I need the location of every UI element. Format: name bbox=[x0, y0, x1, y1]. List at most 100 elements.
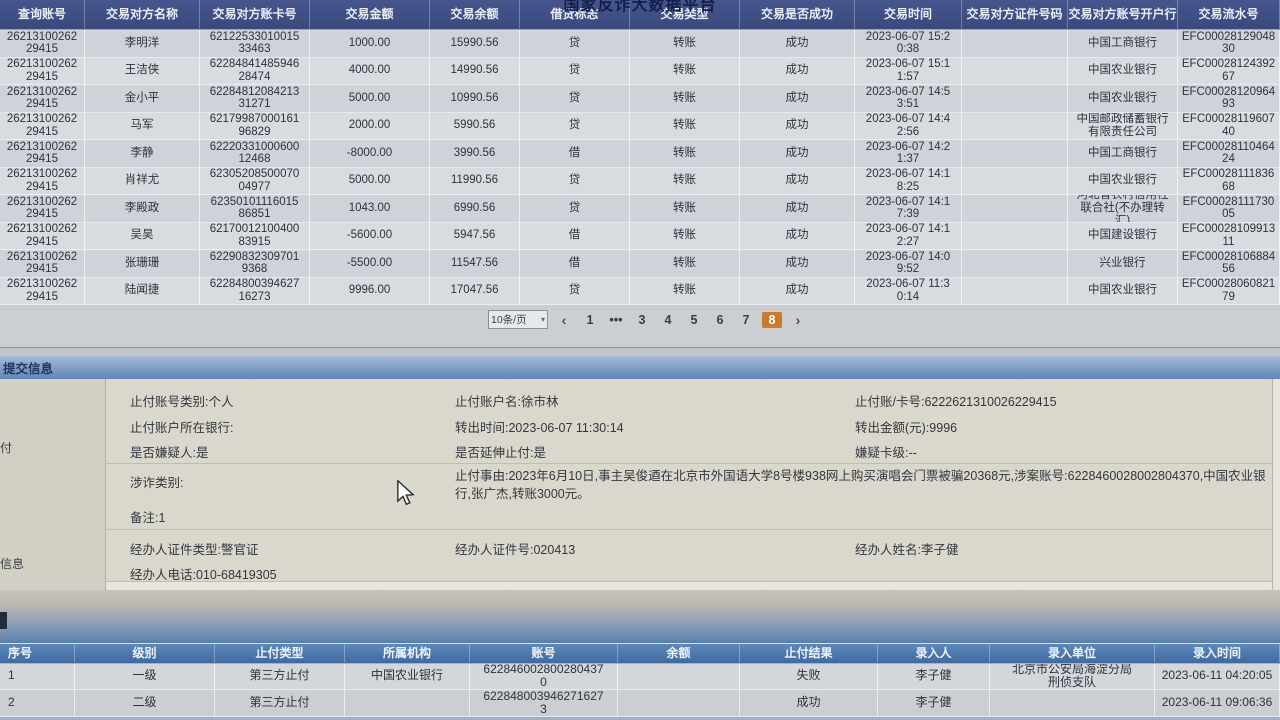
table-cell: 二级 bbox=[75, 690, 215, 717]
table-cell bbox=[962, 250, 1068, 278]
submit-info-titlebar: 提交信息 bbox=[0, 356, 1280, 379]
field-account-name: 止付账户名:徐市林 bbox=[455, 395, 559, 409]
table-row: 26213100262 29415 吴昊 62170012100400 83915-… bbox=[0, 222, 1280, 250]
scrollbar[interactable] bbox=[1272, 379, 1280, 590]
field-officer-phone: 经办人电话:010-68419305 bbox=[130, 568, 277, 582]
table-cell: EFC00028109913 11 bbox=[1178, 222, 1280, 250]
prev-page-button[interactable]: ‹ bbox=[561, 311, 567, 328]
field-transfer-amount: 转出金额(元):9996 bbox=[855, 421, 958, 435]
transactions-table-body: 26213100262 29415 李明洋 62122533010015 33463… bbox=[0, 30, 1280, 305]
bottom-strip bbox=[0, 717, 1280, 720]
gutter-label: 付 bbox=[0, 441, 13, 455]
table-cell: -5500.00 bbox=[310, 250, 430, 278]
table-cell: 中国农业银行 bbox=[1068, 57, 1178, 85]
table-cell: 14990.56 bbox=[430, 57, 520, 85]
table-cell: 2023-06-07 14:0 9:52 bbox=[855, 250, 962, 278]
separator-band bbox=[0, 347, 1280, 357]
table-cell: EFC00028060821 79 bbox=[1178, 277, 1280, 305]
table-cell: 借 bbox=[520, 222, 630, 250]
table-cell: 62284800394627 16273 bbox=[200, 277, 310, 305]
table-cell: 15990.56 bbox=[430, 30, 520, 58]
column-header: 止付结果 bbox=[740, 644, 878, 664]
submit-info-title: 提交信息 bbox=[3, 362, 54, 376]
table-cell: 2023-06-11 09:06:36 bbox=[1155, 690, 1280, 717]
table-cell: 5000.00 bbox=[310, 85, 430, 113]
table-cell bbox=[962, 140, 1068, 168]
table-cell: 62290832309701 9368 bbox=[200, 250, 310, 278]
table-row: 26213100262 29415 张珊珊 62290832309701 9368-… bbox=[0, 250, 1280, 278]
column-header: 交易对方证件号码 bbox=[962, 0, 1068, 30]
table-cell: 张珊珊 bbox=[85, 250, 200, 278]
table-cell: 兴业银行 bbox=[1068, 250, 1178, 278]
field-note: 备注:1 bbox=[130, 511, 166, 525]
page-button-7[interactable]: 7 bbox=[742, 312, 750, 327]
table-cell: 2023-06-11 04:20:05 bbox=[1155, 663, 1280, 690]
table-cell: 2023-06-07 14:1 8:25 bbox=[855, 167, 962, 195]
table-cell: 2023-06-07 15:1 1:57 bbox=[855, 57, 962, 85]
column-header: 录入人 bbox=[878, 644, 990, 664]
table-cell: 李静 bbox=[85, 140, 200, 168]
column-header: 录入时间 bbox=[1155, 644, 1280, 664]
platform-title: 国家反诈大数据平台 bbox=[563, 0, 717, 14]
table-cell bbox=[962, 112, 1068, 140]
table-cell: 62284812084213 31271 bbox=[200, 85, 310, 113]
table-cell: -5600.00 bbox=[310, 222, 430, 250]
column-header: 账号 bbox=[470, 644, 618, 664]
table-cell: 622848003946271627 3 bbox=[470, 690, 618, 717]
page-button-6[interactable]: 6 bbox=[716, 312, 724, 327]
table-cell: 成功 bbox=[740, 222, 855, 250]
field-card-number: 止付账/卡号:6222621310026229415 bbox=[855, 395, 1057, 409]
table-cell: 5000.00 bbox=[310, 167, 430, 195]
page-button-5[interactable]: 5 bbox=[690, 312, 698, 327]
table-cell: 失败 bbox=[740, 663, 878, 690]
table-cell: 26213100262 29415 bbox=[0, 167, 85, 195]
table-cell: 李子健 bbox=[878, 690, 990, 717]
page-ellipsis[interactable]: ••• bbox=[609, 312, 623, 327]
table-cell: 李殿政 bbox=[85, 195, 200, 223]
table-cell: 5947.56 bbox=[430, 222, 520, 250]
table-cell: EFC00028110464 24 bbox=[1178, 140, 1280, 168]
table-cell: 62350101116015 86851 bbox=[200, 195, 310, 223]
table-cell: 2000.00 bbox=[310, 112, 430, 140]
table-cell: 1000.00 bbox=[310, 30, 430, 58]
table-cell: 中国农业银行 bbox=[1068, 167, 1178, 195]
table-cell: 成功 bbox=[740, 690, 878, 717]
field-officer-id-type: 经办人证件类型:警官证 bbox=[130, 543, 259, 557]
table-cell: 26213100262 29415 bbox=[0, 222, 85, 250]
column-header: 所属机构 bbox=[345, 644, 470, 664]
table-cell: 62305208500070 04977 bbox=[200, 167, 310, 195]
table-cell bbox=[962, 195, 1068, 223]
field-extended-stop: 是否延伸止付:是 bbox=[455, 446, 546, 460]
table-row: 2 二级 第三方止付 622848003946271627 3 成功 李子健 2023-06… bbox=[0, 690, 1280, 717]
edge-mark bbox=[0, 612, 7, 629]
table-cell: 转账 bbox=[630, 167, 740, 195]
column-header: 序号 bbox=[0, 644, 75, 664]
table-cell: 吴昊 bbox=[85, 222, 200, 250]
table-cell: 转账 bbox=[630, 140, 740, 168]
table-cell bbox=[345, 690, 470, 717]
table-cell: 1 bbox=[0, 663, 75, 690]
table-cell: 第三方止付 bbox=[215, 663, 345, 690]
table-cell: EFC00028111730 05 bbox=[1178, 195, 1280, 223]
page-button-4[interactable]: 4 bbox=[664, 312, 672, 327]
next-page-button[interactable]: › bbox=[795, 311, 801, 328]
table-cell: 借 bbox=[520, 250, 630, 278]
page-button-8-active[interactable]: 8 bbox=[762, 311, 782, 328]
table-row: 26213100262 29415 陆闻捷 62284800394627 16273… bbox=[0, 277, 1280, 305]
table-cell: 第三方止付 bbox=[215, 690, 345, 717]
table-cell: 北京市公安局海淀分局 刑侦支队 bbox=[990, 663, 1155, 690]
table-cell: 借 bbox=[520, 140, 630, 168]
table-row: 26213100262 29415 王洁侠 62284841485946 28474… bbox=[0, 57, 1280, 85]
table-cell: 622846002800280437 0 bbox=[470, 663, 618, 690]
table-cell: 中国建设银行 bbox=[1068, 222, 1178, 250]
field-officer-name: 经办人姓名:李子健 bbox=[855, 543, 959, 557]
table-cell bbox=[962, 85, 1068, 113]
table-cell: 11990.56 bbox=[430, 167, 520, 195]
table-cell: 10990.56 bbox=[430, 85, 520, 113]
table-cell: 26213100262 29415 bbox=[0, 195, 85, 223]
table-cell: 5990.56 bbox=[430, 112, 520, 140]
page-button-3[interactable]: 3 bbox=[638, 312, 646, 327]
page-button-1[interactable]: 1 bbox=[586, 312, 594, 327]
table-cell: 贷 bbox=[520, 30, 630, 58]
page-size-select[interactable]: 10条/页 ▾ bbox=[488, 310, 548, 329]
